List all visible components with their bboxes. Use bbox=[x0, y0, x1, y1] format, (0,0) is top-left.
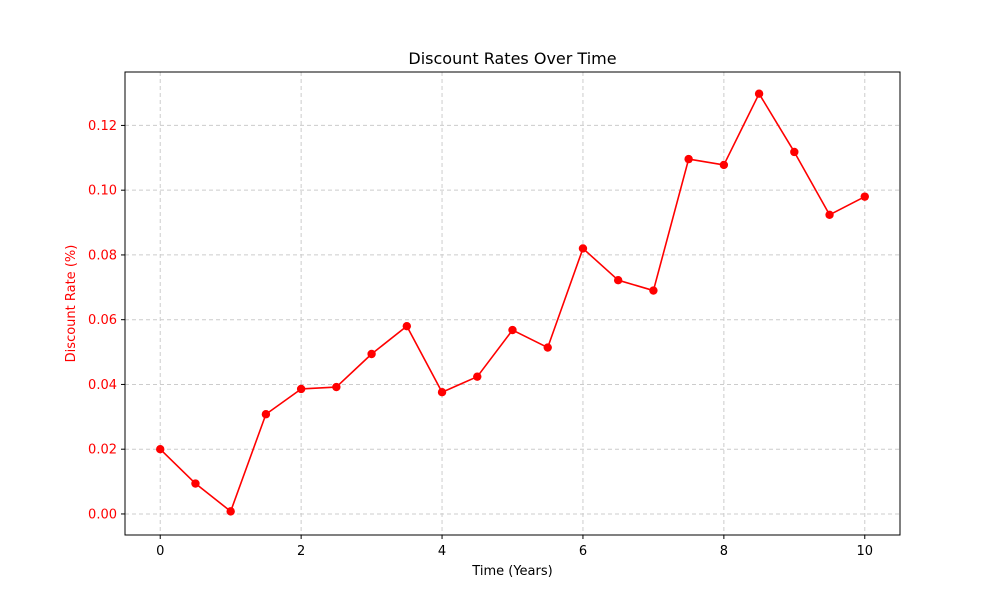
data-point bbox=[613, 275, 623, 285]
data-point bbox=[473, 372, 482, 381]
data-point bbox=[719, 160, 729, 170]
chart-title: Discount Rates Over Time bbox=[408, 49, 616, 68]
data-point bbox=[543, 343, 552, 352]
series-layer bbox=[156, 89, 869, 516]
x-tick-label: 6 bbox=[579, 544, 587, 559]
data-point bbox=[156, 444, 165, 454]
data-point bbox=[367, 349, 376, 359]
y-tick-label: 0.04 bbox=[88, 378, 117, 393]
data-point bbox=[860, 192, 869, 201]
data-point bbox=[437, 388, 447, 397]
data-point bbox=[261, 410, 271, 419]
data-point bbox=[578, 244, 588, 253]
data-point bbox=[790, 147, 799, 157]
grid-lines bbox=[125, 72, 900, 535]
data-point bbox=[191, 479, 200, 488]
y-tick-label: 0.00 bbox=[88, 507, 117, 522]
data-point bbox=[332, 382, 341, 392]
x-tick-label: 10 bbox=[856, 544, 873, 559]
data-point bbox=[649, 286, 658, 295]
x-axis-label: Time (Years) bbox=[471, 564, 552, 579]
y-tick-label: 0.08 bbox=[88, 248, 117, 263]
data-point bbox=[226, 507, 235, 516]
data-point bbox=[402, 321, 412, 331]
data-point bbox=[508, 325, 517, 335]
data-point bbox=[296, 384, 306, 394]
data-point bbox=[825, 210, 834, 219]
y-tick-label: 0.10 bbox=[88, 184, 117, 199]
y-axis-label: Discount Rate (%) bbox=[64, 245, 79, 363]
x-tick-label: 2 bbox=[297, 544, 305, 559]
axis-ticks: 0 2 4 6 8 10 0.00 0.02 0.04 0.06 0.08 0.10 0.12 bbox=[88, 119, 873, 559]
data-point bbox=[684, 154, 693, 164]
plot-frame bbox=[124, 71, 901, 536]
x-tick-label: 4 bbox=[438, 544, 446, 559]
y-tick-label: 0.02 bbox=[88, 443, 117, 458]
data-point bbox=[754, 89, 764, 98]
y-tick-label: 0.06 bbox=[88, 313, 117, 328]
x-tick-label: 0 bbox=[156, 544, 164, 559]
y-tick-label: 0.12 bbox=[88, 119, 117, 134]
x-tick-label: 8 bbox=[720, 544, 728, 559]
